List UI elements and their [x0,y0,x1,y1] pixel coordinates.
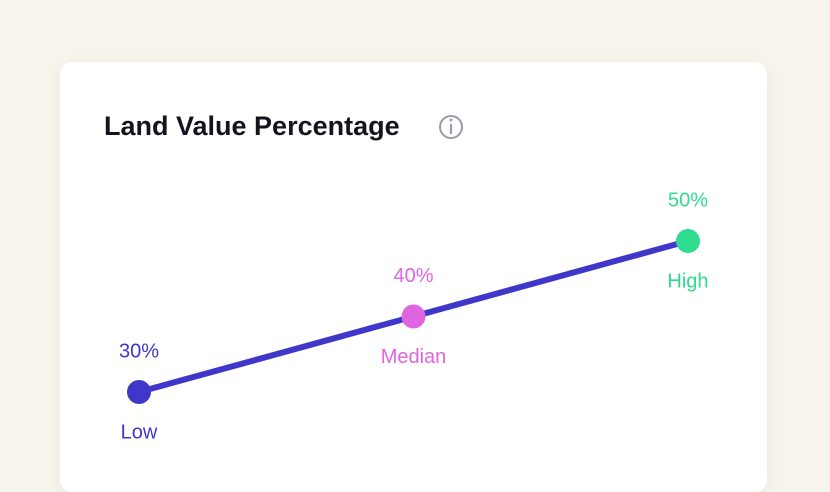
category-label: Median [381,346,447,368]
category-label: Low [121,421,158,443]
chart-title: Land Value Percentage [104,111,400,141]
category-label: High [667,270,708,292]
chart: Land Value Percentage 30% Low 40% Median 50%… [104,111,709,443]
page: Land Value Percentage 30% Low 40% Median 50%… [60,62,767,492]
point [676,229,700,253]
card [60,62,767,492]
point [127,380,151,404]
value-label: 30% [119,340,159,362]
point [401,304,426,329]
value-label: 40% [393,265,433,287]
value-label: 50% [668,189,708,211]
info-icon[interactable] [439,115,463,139]
